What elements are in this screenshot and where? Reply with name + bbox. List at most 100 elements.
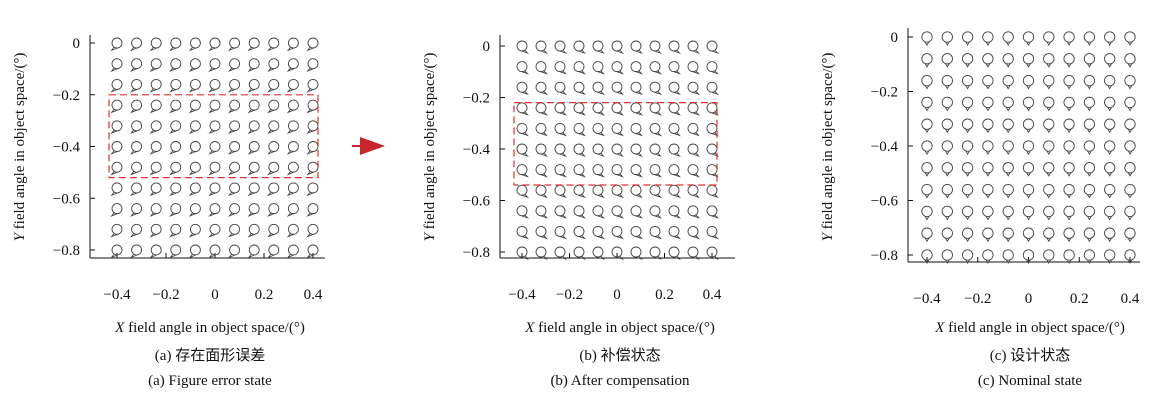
arrow-right-icon — [352, 137, 385, 155]
spot-diagram — [668, 246, 680, 258]
spot-tail — [597, 111, 606, 116]
spot-diagram — [150, 161, 162, 173]
spot-tail — [1127, 128, 1133, 134]
spot-tail — [578, 193, 587, 199]
spot-tail — [559, 152, 568, 157]
spot-tail — [965, 172, 970, 177]
panel-b-y-axis-label: Y field angle in object space/(°) — [422, 53, 438, 242]
spot-diagram — [287, 78, 299, 90]
spot-tail — [616, 214, 625, 219]
spot-tail — [985, 85, 991, 90]
spot-tail — [169, 212, 177, 217]
spot-tail — [521, 235, 530, 240]
spot-tail — [1107, 41, 1112, 46]
spot-diagram — [307, 141, 319, 152]
y-tick-label: 0 — [73, 36, 81, 52]
spot-tail — [635, 152, 644, 157]
spot-tail — [965, 259, 970, 264]
spot-tail — [208, 170, 216, 176]
spot-diagram — [1063, 249, 1075, 261]
spot-tail — [1026, 41, 1031, 46]
spot-tail — [169, 46, 177, 52]
spot-tail — [597, 70, 606, 75]
spot-diagram — [941, 96, 953, 109]
spot-diagram — [573, 143, 585, 155]
spot-diagram — [649, 122, 661, 134]
spot-tail — [1026, 259, 1031, 264]
spot-tail — [247, 233, 255, 238]
spot-tail — [673, 214, 682, 219]
spot-tail — [188, 129, 197, 135]
spot-tail — [110, 253, 118, 259]
spot-diagram — [516, 143, 528, 155]
spot-diagram — [535, 102, 547, 114]
spot-tail — [654, 235, 663, 240]
spot-tail — [169, 67, 177, 72]
spot-tail — [1087, 237, 1092, 243]
spot-tail — [1005, 107, 1011, 112]
spot-diagram — [111, 99, 123, 111]
spot-diagram — [554, 143, 566, 155]
spot-diagram — [268, 141, 280, 152]
spot-diagram — [961, 53, 974, 65]
spot-diagram — [248, 223, 260, 235]
spot-diagram — [573, 225, 585, 237]
spot-tail — [188, 212, 197, 217]
spot-tail — [1066, 63, 1072, 68]
spot-diagram — [170, 37, 182, 49]
spot-tail — [1026, 172, 1031, 177]
spot-diagram — [1083, 227, 1096, 239]
spot-diagram — [687, 225, 699, 237]
spot-tail — [1066, 85, 1072, 90]
spot-diagram — [687, 164, 699, 176]
spot-tail — [692, 49, 701, 54]
spot-tail — [692, 152, 701, 157]
spot-diagram — [1002, 140, 1014, 152]
spot-diagram — [687, 143, 699, 155]
spot-diagram — [189, 120, 201, 132]
spot-diagram — [573, 122, 585, 134]
spot-tail — [286, 108, 295, 114]
spot-diagram — [630, 122, 642, 134]
panel-c-ticks: −0.4 −0.2 0 0.2 0.4 0 −0.2 −0.4 −0.6 −0.8 — [871, 30, 1140, 307]
spot-diagram — [961, 205, 974, 218]
spot-tail — [1127, 41, 1133, 46]
spot-tail — [149, 233, 157, 238]
spot-tail — [267, 88, 275, 93]
spot-diagram — [706, 61, 718, 73]
spot-diagram — [1124, 74, 1136, 87]
spot-tail — [1127, 194, 1133, 199]
spot-diagram — [131, 203, 143, 215]
spot-diagram — [1104, 227, 1116, 239]
spot-tail — [149, 170, 157, 176]
spot-diagram — [516, 40, 528, 52]
spot-tail — [130, 67, 138, 72]
spot-tail — [1107, 85, 1112, 90]
spot-diagram — [170, 78, 182, 90]
spot-diagram — [131, 182, 143, 194]
spot-diagram — [554, 205, 566, 217]
spot-diagram — [630, 102, 642, 114]
spot-diagram — [1022, 227, 1035, 239]
spot-diagram — [209, 223, 221, 235]
spot-diagram — [229, 78, 241, 90]
spot-tail — [1046, 107, 1052, 112]
spot-diagram — [573, 81, 585, 93]
spot-tail — [1127, 172, 1133, 177]
spot-diagram — [535, 246, 547, 258]
spot-tail — [1107, 63, 1112, 68]
spot-tail — [616, 235, 625, 240]
spot-diagram — [1063, 205, 1075, 218]
y-tick-label: −0.6 — [463, 194, 491, 210]
spot-diagram — [1063, 31, 1075, 43]
y-tick-label: −0.6 — [53, 191, 81, 207]
spot-tail — [306, 212, 314, 217]
spot-tail — [267, 191, 275, 197]
spot-tail — [169, 108, 177, 114]
spot-tail — [130, 108, 138, 114]
spot-tail — [559, 90, 568, 96]
spot-tail — [965, 85, 970, 90]
spot-tail — [1087, 259, 1092, 264]
spot-diagram — [268, 244, 280, 256]
spot-tail — [188, 46, 197, 52]
